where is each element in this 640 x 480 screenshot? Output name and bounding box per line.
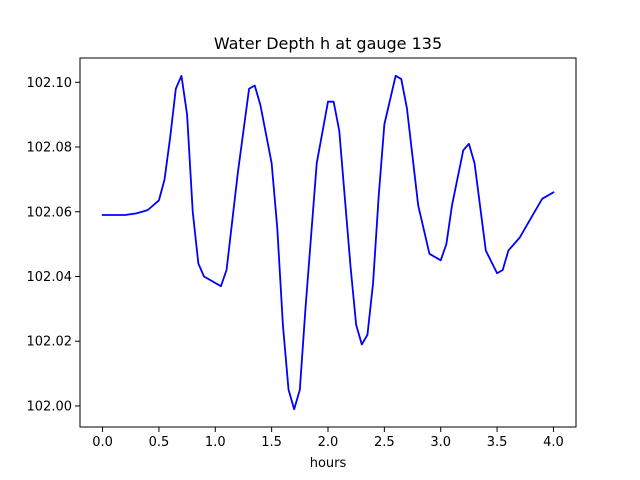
x-axis-label: hours: [310, 456, 347, 471]
x-tick-label: 1.5: [261, 435, 282, 450]
y-tick-label: 102.06: [27, 205, 73, 220]
y-tick-label: 102.10: [27, 76, 73, 91]
x-tick-label: 3.5: [487, 435, 508, 450]
x-tick-label: 4.0: [543, 435, 564, 450]
x-tick-label: 2.5: [374, 435, 395, 450]
x-tick-label: 0.0: [92, 435, 113, 450]
series-line-0: [101, 74, 555, 411]
x-tick-label: 1.0: [205, 435, 226, 450]
y-tick-label: 102.00: [27, 399, 73, 414]
chart-title: Water Depth h at gauge 135: [214, 34, 442, 53]
x-tick-label: 3.0: [430, 435, 451, 450]
y-tick-label: 102.02: [27, 335, 73, 350]
y-tick-label: 102.04: [27, 270, 73, 285]
y-tick-label: 102.08: [27, 141, 73, 156]
x-tick-label: 0.5: [149, 435, 170, 450]
x-tick-label: 2.0: [318, 435, 339, 450]
plot-area: 0.0 0.5 1.0 1.5 2.0 2.5 3.0 3.5 4.0 102.00 102.02 1…: [27, 57, 577, 450]
